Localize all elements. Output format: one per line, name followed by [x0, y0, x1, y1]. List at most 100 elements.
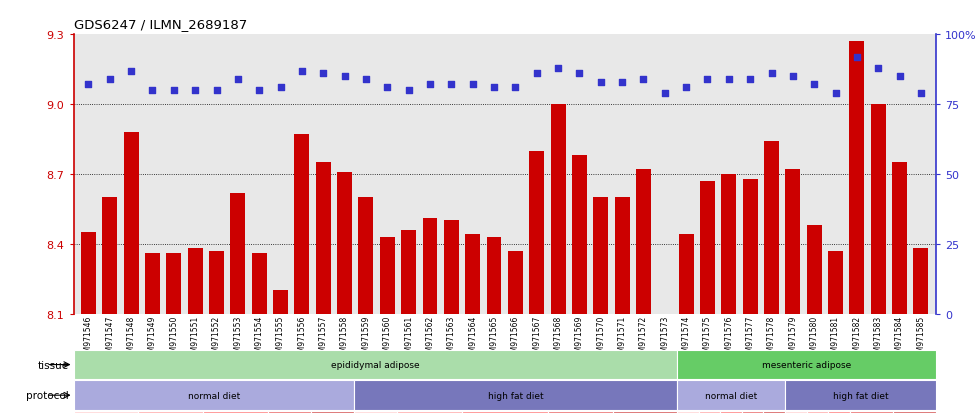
Point	[849, 54, 864, 61]
Point	[593, 79, 609, 86]
Bar	[551, 105, 565, 314]
Bar	[807, 225, 821, 314]
Bar	[743, 179, 758, 314]
Point	[571, 71, 587, 78]
Point	[337, 74, 353, 80]
Bar	[700, 181, 715, 314]
Point	[550, 65, 565, 72]
Bar	[203, 411, 268, 413]
Point	[678, 85, 694, 91]
Bar	[785, 170, 801, 314]
Point	[913, 90, 929, 97]
Bar	[828, 411, 850, 413]
Bar	[311, 411, 354, 413]
Bar	[677, 411, 699, 413]
Point	[763, 71, 779, 78]
Point	[486, 85, 502, 91]
Bar	[850, 411, 893, 413]
Point	[465, 82, 480, 89]
Point	[145, 88, 161, 94]
Text: epididymal adipose: epididymal adipose	[331, 360, 419, 369]
Point	[358, 76, 373, 83]
Point	[166, 88, 181, 94]
Text: protocol: protocol	[25, 390, 69, 400]
Point	[316, 71, 331, 78]
Bar	[74, 380, 354, 410]
Bar	[337, 172, 352, 314]
Point	[657, 90, 672, 97]
Bar	[742, 411, 763, 413]
Bar	[677, 350, 936, 380]
Bar	[593, 198, 609, 314]
Point	[614, 79, 630, 86]
Text: tissue: tissue	[37, 360, 69, 370]
Text: high fat diet: high fat diet	[488, 391, 543, 400]
Bar	[81, 233, 96, 314]
Point	[700, 76, 715, 83]
Point	[102, 76, 118, 83]
Point	[721, 76, 737, 83]
Bar	[268, 411, 311, 413]
Point	[294, 68, 310, 75]
Bar	[354, 411, 397, 413]
Point	[401, 88, 416, 94]
Bar	[188, 249, 203, 314]
Bar	[699, 411, 720, 413]
Bar	[720, 411, 742, 413]
Text: GDS6247 / ILMN_2689187: GDS6247 / ILMN_2689187	[74, 18, 247, 31]
Bar	[354, 380, 677, 410]
Point	[80, 82, 96, 89]
Point	[252, 88, 268, 94]
Point	[444, 82, 460, 89]
Bar	[252, 254, 267, 314]
Bar	[230, 193, 245, 314]
Point	[187, 88, 203, 94]
Bar	[294, 135, 310, 314]
Bar	[273, 291, 288, 314]
Bar	[359, 198, 373, 314]
Point	[422, 82, 438, 89]
Bar	[828, 251, 843, 314]
Bar	[850, 42, 864, 314]
Bar	[508, 251, 523, 314]
Point	[742, 76, 758, 83]
Bar	[612, 411, 677, 413]
Bar	[422, 218, 437, 314]
Bar	[102, 198, 118, 314]
Point	[209, 88, 224, 94]
Bar	[785, 411, 807, 413]
Bar	[893, 411, 936, 413]
Bar	[871, 105, 886, 314]
Point	[636, 76, 652, 83]
Text: mesenteric adipose: mesenteric adipose	[761, 360, 852, 369]
Bar	[209, 251, 224, 314]
Bar	[167, 254, 181, 314]
Bar	[316, 163, 330, 314]
Point	[379, 85, 395, 91]
Bar	[548, 411, 612, 413]
Bar	[679, 235, 694, 314]
Bar	[913, 249, 928, 314]
Bar	[636, 170, 651, 314]
Bar	[380, 237, 395, 314]
Bar	[138, 411, 203, 413]
Point	[529, 71, 545, 78]
Point	[230, 76, 246, 83]
Point	[807, 82, 822, 89]
Bar	[401, 230, 416, 314]
Bar	[444, 221, 459, 314]
Bar	[892, 163, 907, 314]
Bar	[74, 350, 677, 380]
Bar	[614, 198, 629, 314]
Bar	[721, 175, 736, 314]
Bar	[785, 380, 936, 410]
Text: normal diet: normal diet	[705, 391, 758, 400]
Text: high fat diet: high fat diet	[833, 391, 888, 400]
Bar	[145, 254, 160, 314]
Bar	[123, 133, 138, 314]
Point	[892, 74, 907, 80]
Bar	[462, 411, 548, 413]
Bar	[529, 151, 544, 314]
Point	[828, 90, 844, 97]
Bar	[572, 156, 587, 314]
